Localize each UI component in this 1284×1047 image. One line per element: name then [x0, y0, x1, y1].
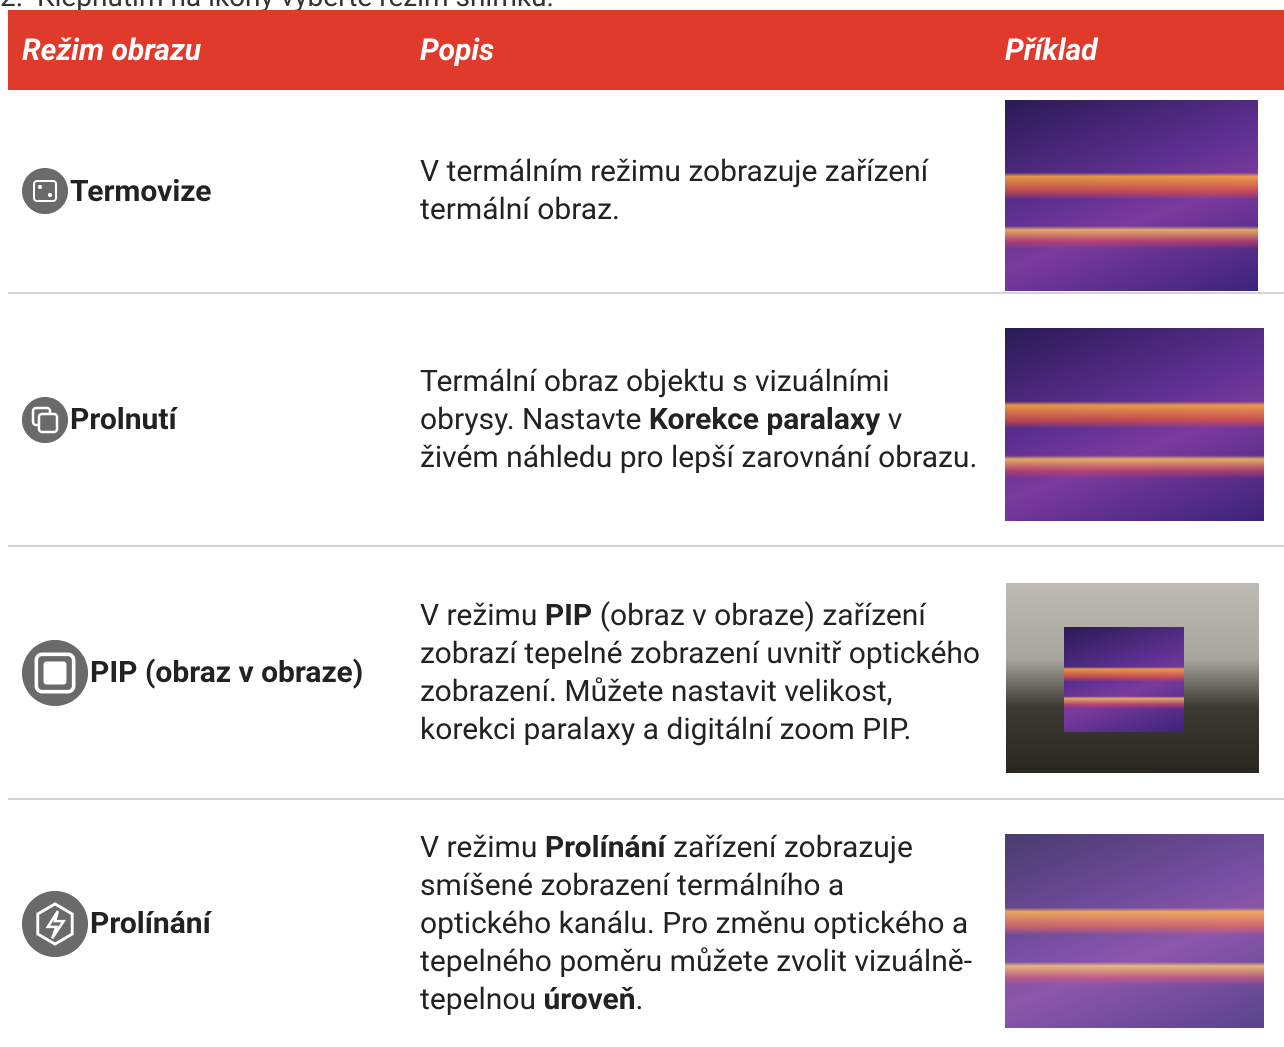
example-image — [1005, 100, 1258, 291]
description-text: V režimu Prolínání zařízení zobrazuje sm… — [420, 829, 980, 1019]
mode-cell: Prolnutí — [22, 294, 177, 545]
text: Termální obraz objektu s vizuálními obry… — [420, 363, 890, 437]
bold-text: Korekce paralaxy — [648, 401, 881, 437]
table-row: PIP (obraz v obraze) V režimu PIP (obraz… — [8, 547, 1284, 800]
header-cell: Popis — [420, 33, 495, 68]
mode-icon — [22, 396, 68, 443]
text: V termálním režimu zobrazuje zařízení te… — [420, 154, 929, 227]
text: zařízení zobrazuje smíšené zobrazení ter… — [420, 829, 972, 1017]
description-text: Termální obraz objektu s vizuálními obry… — [420, 363, 980, 477]
mode-name: Prolínání — [90, 906, 211, 941]
example-image — [1005, 328, 1264, 521]
description: V režimu PIP (obraz v obraze) zařízení z… — [420, 547, 980, 798]
mode-name: PIP (obraz v obraze) — [90, 655, 364, 690]
description: V termálním režimu zobrazuje zařízení te… — [420, 90, 980, 292]
description-text: V režimu PIP (obraz v obraze) zařízení z… — [420, 597, 980, 749]
bold-text: PIP — [544, 597, 593, 633]
example-image — [1006, 583, 1259, 773]
mode-cell: Termovize — [22, 90, 212, 292]
description-text: V termálním režimu zobrazuje zařízení te… — [420, 153, 980, 229]
text: V režimu — [420, 829, 545, 865]
mode-icon — [22, 890, 88, 957]
table-row: Prolínání V režimu Prolínání zařízení zo… — [8, 800, 1284, 1047]
text: . — [635, 981, 644, 1017]
instruction: 2. Klepnutím na ikony vyberte režim sním… — [0, 0, 554, 13]
description: Termální obraz objektu s vizuálními obry… — [420, 294, 980, 545]
table-row: Termovize V termálním režimu zobrazuje z… — [8, 90, 1284, 294]
mode-name: Prolnutí — [70, 402, 177, 437]
bold-text: úroveň — [543, 981, 636, 1017]
example-image — [1005, 834, 1264, 1028]
mode-cell: PIP (obraz v obraze) — [22, 547, 363, 798]
description: V režimu Prolínání zařízení zobrazuje sm… — [420, 800, 980, 1047]
header-cell: Režim obrazu — [22, 33, 202, 68]
table-header: Režim obrazu Popis Příklad — [8, 10, 1284, 90]
mode-name: Termovize — [70, 173, 212, 209]
bold-text: Prolínání — [544, 829, 666, 865]
mode-icon — [22, 168, 68, 214]
text: v živém náhledu pro lepší zarovnání obra… — [420, 401, 978, 475]
table-row: Prolnutí Termální obraz objektu s vizuál… — [8, 294, 1284, 547]
header-cell: Příklad — [1005, 33, 1098, 68]
text: V režimu — [420, 597, 545, 633]
text: (obraz v obraze) zařízení zobrazí tepeln… — [420, 597, 981, 747]
mode-icon — [22, 639, 88, 706]
mode-cell: Prolínání — [22, 800, 211, 1047]
